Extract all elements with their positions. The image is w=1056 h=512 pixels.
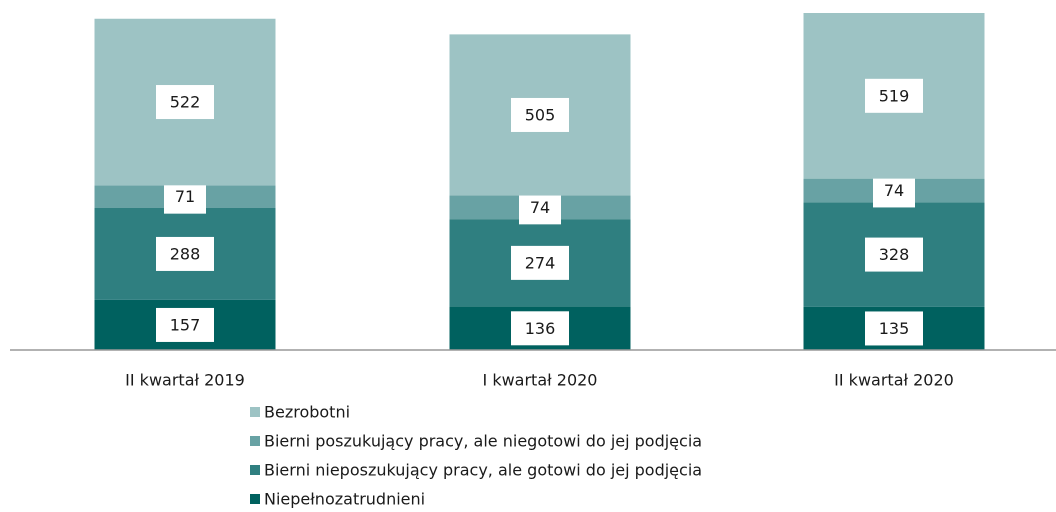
legend-label: Bierni poszukujący pracy, ale niegotowi … — [264, 432, 702, 451]
data-label: 288 — [170, 244, 201, 263]
data-label: 71 — [175, 187, 195, 206]
legend-swatch — [250, 465, 260, 475]
legend-label: Bezrobotni — [264, 403, 350, 422]
data-label: 522 — [170, 93, 201, 112]
label-box — [156, 85, 214, 120]
label-box — [511, 97, 569, 132]
data-label: 519 — [879, 86, 910, 105]
data-label: 328 — [879, 245, 910, 264]
data-label: 74 — [530, 198, 550, 217]
data-label: 74 — [884, 181, 904, 200]
legend-swatch — [250, 407, 260, 417]
x-tick-label: I kwartał 2020 — [483, 371, 598, 390]
label-box — [865, 311, 923, 346]
legend-label: Bierni nieposzukujący pracy, ale gotowi … — [264, 461, 702, 480]
data-label: 505 — [525, 105, 556, 124]
legend-swatch — [250, 494, 260, 504]
label-box — [519, 190, 561, 225]
legend-label: Niepełnozatrudnieni — [264, 490, 425, 509]
label-box — [865, 78, 923, 113]
x-tick-label: II kwartał 2020 — [834, 371, 954, 390]
data-label: 135 — [879, 319, 910, 338]
legend-swatch — [250, 436, 260, 446]
label-box — [156, 307, 214, 342]
data-label: 157 — [170, 315, 201, 334]
data-label: 136 — [525, 319, 556, 338]
label-box — [873, 173, 915, 208]
label-box — [511, 311, 569, 346]
data-label: 274 — [525, 253, 556, 272]
x-tick-label: II kwartał 2019 — [125, 371, 245, 390]
label-box — [511, 245, 569, 280]
label-box — [156, 236, 214, 271]
label-box — [865, 237, 923, 272]
